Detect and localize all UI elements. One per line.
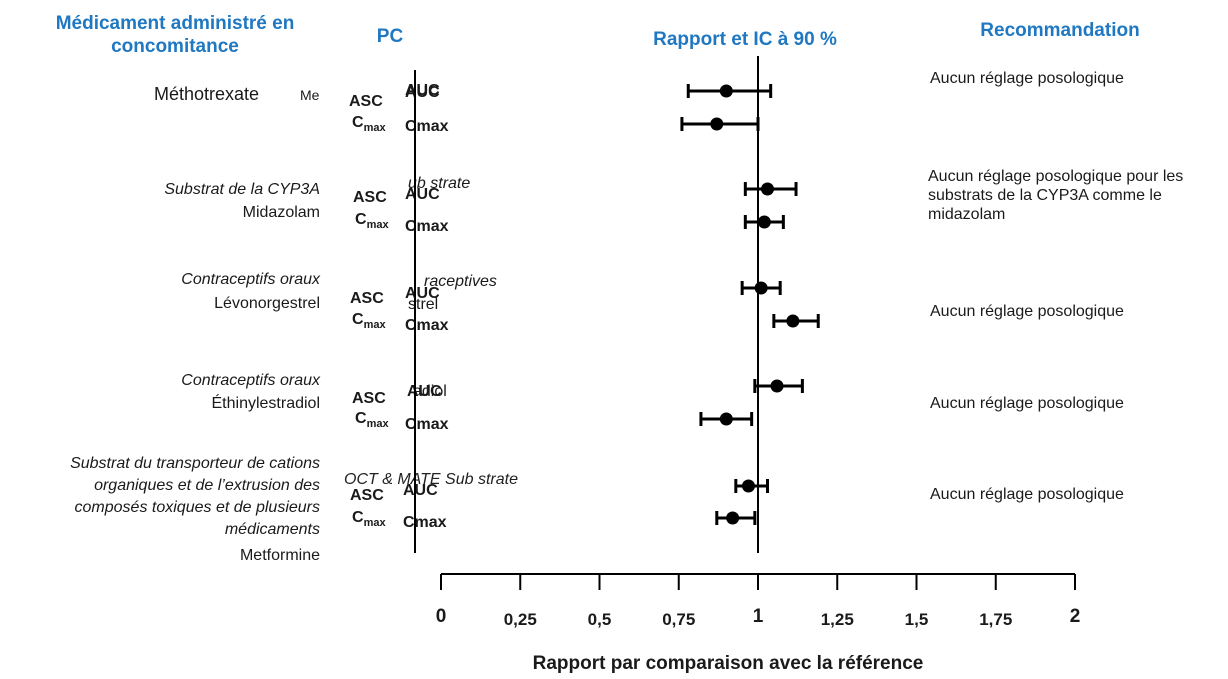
x-tick-label: 1,75 (979, 610, 1013, 629)
drug-class-oct-mate: Substrat du transporteur de cations (70, 455, 320, 472)
ratio-point (710, 117, 724, 131)
drug-class-oct-mate: médicaments (224, 521, 320, 538)
x-tick-label: 1 (752, 606, 764, 627)
chart-title: Rapport et IC à 90 % (653, 29, 837, 50)
pk-label-cmax-subscript: Cmax (352, 311, 386, 332)
pk-label-auc: AUC (405, 84, 440, 101)
x-tick-label: 0 (435, 606, 447, 627)
pk-label-cmax-subscript: Cmax (352, 509, 386, 530)
english-fragment: adiol (413, 383, 447, 400)
pk-label-asc: ASC (350, 290, 384, 307)
x-tick-label: 0,25 (503, 610, 537, 629)
english-fragment: ub strate (408, 175, 471, 192)
drug-name-levonorgestrel: Lévonorgestrel (214, 295, 320, 312)
english-fragment: AUC (405, 82, 440, 99)
pk-label-auc: AUC (405, 285, 440, 302)
drug-name-ethinylestradiol: Éthinylestradiol (211, 395, 321, 412)
pk-label-asc: ASC (350, 487, 384, 504)
drug-class-oral-contraceptives: Contraceptifs oraux (181, 271, 320, 288)
recommendation-column-header: Recommandation (980, 20, 1140, 41)
pk-label-cmax-subscript: Cmax (355, 211, 389, 232)
english-fragment: OCT & MATE Sub strate (344, 471, 518, 488)
pk-label-cmax-subscript: Cmax (352, 114, 386, 135)
drug-name-midazolam: Midazolam (242, 204, 320, 221)
ratio-point (757, 215, 771, 229)
x-tick-label: 0,75 (662, 610, 696, 629)
drug-class-oct-mate: composés toxiques et de plusieurs (74, 499, 320, 516)
drug-name-methotrexate: Méthotrexate (154, 84, 260, 104)
x-tick-label: 1,25 (820, 610, 854, 629)
x-tick-label: 0,5 (587, 610, 612, 629)
ratio-point (770, 379, 784, 393)
pk-label-asc: ASC (349, 93, 383, 110)
x-tick-label: 2 (1069, 606, 1081, 627)
drug-name-metformine: Metformine (239, 547, 320, 564)
recommendation-text: Aucun réglage posologique (930, 70, 1124, 87)
english-fragment: raceptives (424, 273, 497, 290)
pk-label-cmax: Cmax (403, 514, 447, 531)
recommendation-text: Aucun réglage posologique (930, 486, 1124, 503)
pk-label-asc: ASC (353, 189, 387, 206)
recommendation-text: Aucun réglage posologique (930, 303, 1124, 320)
pk-column-header: PC (376, 26, 404, 47)
recommendation-text: Aucun réglage posologique pour les subst… (928, 168, 1184, 223)
drug-class-oral-contraceptives: Contraceptifs oraux (181, 372, 320, 389)
pk-label-auc: AUC (403, 482, 438, 499)
pk-label-cmax-subscript: Cmax (355, 410, 389, 431)
drug-class-oct-mate: organiques et de l’extrusion des (94, 477, 320, 494)
ratio-point (741, 479, 755, 493)
overlap-fragment: Me (300, 87, 320, 103)
drug-column-header: Médicament administré en concomitance (55, 13, 295, 57)
x-tick-label: 1,5 (904, 610, 929, 629)
x-axis-title: Rapport par comparaison avec la référenc… (532, 653, 924, 674)
ratio-point (719, 84, 733, 98)
ratio-point (761, 182, 775, 196)
ratio-point (754, 281, 768, 295)
ratio-point (726, 511, 740, 525)
ratio-point (719, 412, 733, 426)
pk-label-auc: AUC (405, 186, 440, 203)
recommendation-text: Aucun réglage posologique (930, 395, 1124, 412)
ratio-point (786, 314, 800, 328)
pk-label-asc: ASC (352, 390, 386, 407)
drug-class-cyp3a: Substrat de la CYP3A (164, 181, 320, 198)
